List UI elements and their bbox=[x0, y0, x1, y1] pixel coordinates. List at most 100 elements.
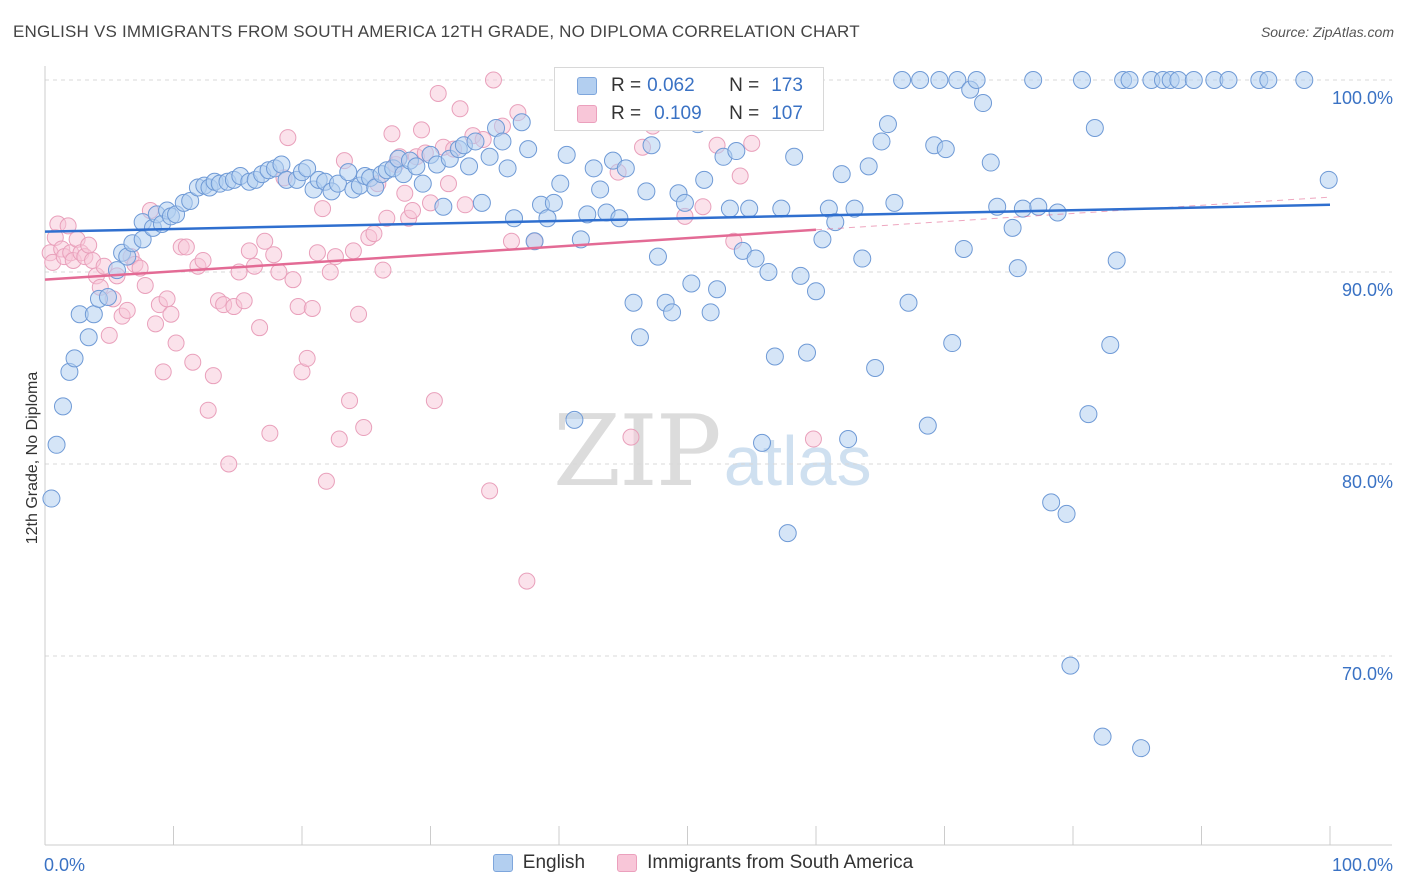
immigrants-point bbox=[100, 326, 118, 344]
stats-row-immigrants: R = 0.109 N = 107 bbox=[577, 101, 803, 127]
immigrants-point bbox=[251, 319, 269, 337]
immigrants-point bbox=[341, 392, 359, 410]
immigrants-point bbox=[80, 236, 98, 254]
x-tick-label-start: 0.0% bbox=[44, 855, 85, 875]
english-point bbox=[538, 209, 557, 228]
immigrants-point bbox=[270, 263, 288, 281]
immigrants-point bbox=[177, 238, 195, 256]
english-point bbox=[1042, 493, 1061, 512]
english-point bbox=[1024, 71, 1043, 89]
immigrants-point bbox=[365, 225, 383, 243]
english-point bbox=[663, 303, 682, 322]
english-point bbox=[584, 159, 603, 178]
english-point bbox=[1048, 203, 1067, 222]
english-point bbox=[981, 153, 1000, 172]
stats-box: R = 0.062 N = 173 R = 0.109 N = 107 bbox=[554, 67, 824, 131]
immigrants-point bbox=[256, 232, 274, 250]
immigrants-trend-line bbox=[44, 228, 817, 281]
immigrants-point bbox=[429, 84, 447, 102]
immigrants-point bbox=[374, 261, 392, 279]
english-point bbox=[948, 71, 967, 89]
english-point bbox=[695, 170, 714, 189]
english-point bbox=[1219, 71, 1238, 89]
english-point bbox=[911, 71, 930, 89]
english-points bbox=[42, 71, 1338, 758]
immigrants-point bbox=[265, 246, 283, 264]
english-n-value: 173 bbox=[771, 75, 803, 96]
immigrants-point bbox=[284, 271, 302, 289]
english-point bbox=[1079, 405, 1098, 424]
english-point bbox=[460, 157, 479, 176]
english-point bbox=[872, 132, 891, 151]
english-point bbox=[885, 193, 904, 212]
immigrants-point bbox=[147, 315, 165, 333]
english-point bbox=[298, 159, 317, 178]
immigrants-point bbox=[622, 428, 640, 446]
english-point bbox=[642, 136, 661, 155]
english-point bbox=[53, 397, 72, 416]
english-point bbox=[765, 347, 784, 366]
english-point bbox=[701, 303, 720, 322]
immigrants-point bbox=[344, 242, 362, 260]
english-point bbox=[720, 199, 739, 218]
immigrants-point bbox=[220, 455, 238, 473]
english-point bbox=[918, 416, 937, 435]
english-point bbox=[65, 349, 84, 368]
english-point bbox=[785, 147, 804, 166]
immigrants-point bbox=[330, 430, 348, 448]
english-point bbox=[832, 165, 851, 184]
english-point bbox=[328, 174, 347, 193]
english-n-label: N = bbox=[729, 75, 760, 96]
english-point bbox=[624, 293, 643, 312]
legend-english-swatch bbox=[492, 854, 513, 872]
legend-item-english[interactable]: English bbox=[492, 852, 586, 874]
legend-immigrants-label: Immigrants from South America bbox=[647, 852, 914, 873]
english-point bbox=[505, 209, 524, 228]
english-point bbox=[480, 147, 499, 166]
immigrants-r-value: 0.109 bbox=[654, 103, 702, 124]
english-point bbox=[1132, 739, 1151, 758]
english-point bbox=[493, 132, 512, 151]
english-point bbox=[578, 205, 597, 224]
axis-layer bbox=[44, 66, 1392, 846]
immigrants-point bbox=[321, 263, 339, 281]
english-r-label: R = bbox=[611, 75, 642, 96]
english-point bbox=[42, 489, 61, 508]
immigrants-point bbox=[184, 353, 202, 371]
legend-item-immigrants[interactable]: Immigrants from South America bbox=[617, 852, 913, 874]
english-point bbox=[899, 293, 918, 312]
english-point bbox=[1295, 71, 1314, 89]
english-point bbox=[1093, 727, 1112, 746]
english-point bbox=[682, 274, 701, 293]
immigrants-point bbox=[694, 198, 712, 216]
english-point bbox=[79, 328, 98, 347]
english-point bbox=[181, 191, 200, 210]
immigrants-point bbox=[731, 167, 749, 185]
immigrants-point bbox=[118, 301, 136, 319]
english-point bbox=[954, 239, 973, 258]
english-point bbox=[791, 266, 810, 285]
english-point bbox=[740, 199, 759, 218]
trend-layer bbox=[44, 196, 1331, 281]
english-point bbox=[878, 115, 897, 134]
english-point bbox=[967, 71, 986, 89]
immigrants-point bbox=[396, 184, 414, 202]
english-point bbox=[853, 249, 872, 268]
english-point bbox=[746, 249, 765, 268]
english-point bbox=[610, 209, 629, 228]
immigrants-point bbox=[261, 424, 279, 442]
legend-english-label: English bbox=[522, 852, 586, 873]
stats-row-english: R = 0.062 N = 173 bbox=[577, 73, 803, 99]
english-point bbox=[1072, 71, 1091, 89]
immigrants-point bbox=[303, 299, 321, 317]
english-point bbox=[727, 142, 746, 161]
immigrants-point bbox=[484, 71, 502, 89]
english-point bbox=[845, 199, 864, 218]
immigrants-point bbox=[204, 367, 222, 385]
english-point bbox=[472, 193, 491, 212]
english-point bbox=[1319, 170, 1338, 189]
english-point bbox=[519, 140, 538, 159]
english-point bbox=[753, 433, 772, 452]
y-tick-label-80: 80.0% bbox=[1342, 472, 1393, 492]
